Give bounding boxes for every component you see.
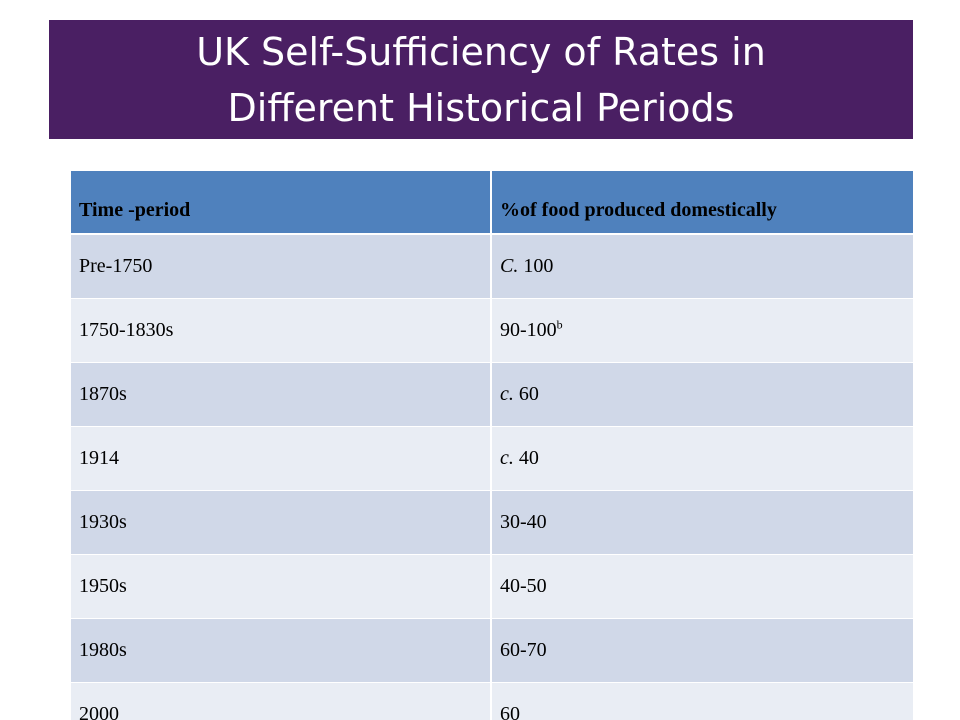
slide-title: UK Self-Sufficiency of Rates in Differen… bbox=[49, 20, 913, 139]
cell-food-percent: 60 bbox=[492, 683, 913, 720]
cell-time-period: 1914 bbox=[71, 427, 492, 491]
percent-value: 40-50 bbox=[500, 575, 547, 597]
self-sufficiency-table: Time -period %of food produced domestica… bbox=[71, 171, 913, 720]
column-header-food-percent: %of food produced domestically bbox=[492, 171, 913, 235]
cell-time-period: Pre-1750 bbox=[71, 235, 492, 299]
cell-time-period: 1950s bbox=[71, 555, 492, 619]
approx-prefix: c. bbox=[500, 447, 514, 469]
cell-time-period: 1930s bbox=[71, 491, 492, 555]
cell-time-period: 1980s bbox=[71, 619, 492, 683]
cell-food-percent: 60-70 bbox=[492, 619, 913, 683]
approx-prefix: c. bbox=[500, 383, 514, 405]
slide-title-line-2: Different Historical Periods bbox=[227, 86, 735, 130]
cell-food-percent: C. 100 bbox=[492, 235, 913, 299]
data-table-container: Time -period %of food produced domestica… bbox=[71, 171, 913, 720]
percent-value: 40 bbox=[513, 447, 539, 469]
table-row: 2000 60 bbox=[71, 683, 913, 720]
slide-title-line-1: UK Self-Sufficiency of Rates in bbox=[196, 30, 766, 74]
cell-food-percent: c. 40 bbox=[492, 427, 913, 491]
approx-prefix: C. bbox=[500, 255, 519, 277]
cell-food-percent: 90-100b bbox=[492, 299, 913, 363]
column-header-time-period: Time -period bbox=[71, 171, 492, 235]
cell-food-percent: 40-50 bbox=[492, 555, 913, 619]
cell-time-period: 2000 bbox=[71, 683, 492, 720]
table-row: 1750-1830s 90-100b bbox=[71, 299, 913, 363]
cell-time-period: 1870s bbox=[71, 363, 492, 427]
table-body: Pre-1750 C. 100 1750-1830s 90-100b 1870s c. 6… bbox=[71, 235, 913, 720]
table-row: 1930s 30-40 bbox=[71, 491, 913, 555]
table-row: 1980s 60-70 bbox=[71, 619, 913, 683]
cell-food-percent: c. 60 bbox=[492, 363, 913, 427]
percent-value: 30-40 bbox=[500, 511, 547, 533]
footnote-marker: b bbox=[556, 317, 563, 332]
percent-value: 60 bbox=[513, 383, 539, 405]
percent-value: 100 bbox=[518, 255, 554, 277]
table-row: 1914 c. 40 bbox=[71, 427, 913, 491]
table-row: 1950s 40-50 bbox=[71, 555, 913, 619]
cell-food-percent: 30-40 bbox=[492, 491, 913, 555]
percent-value: 60 bbox=[500, 703, 520, 720]
table-row: 1870s c. 60 bbox=[71, 363, 913, 427]
percent-value: 90-100 bbox=[500, 319, 557, 341]
table-row: Pre-1750 C. 100 bbox=[71, 235, 913, 299]
table-header-row: Time -period %of food produced domestica… bbox=[71, 171, 913, 235]
cell-time-period: 1750-1830s bbox=[71, 299, 492, 363]
percent-value: 60-70 bbox=[500, 639, 547, 661]
